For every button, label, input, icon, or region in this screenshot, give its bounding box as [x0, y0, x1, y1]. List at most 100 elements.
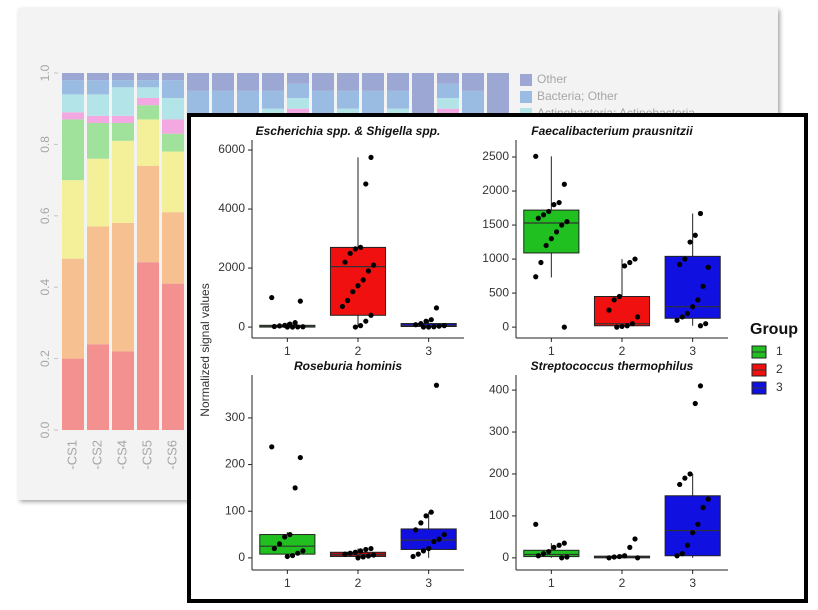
x-tick-label: 2 — [355, 576, 362, 590]
y-axis-label: Normalized signal values — [198, 283, 212, 416]
y-tick-label: 0 — [238, 550, 245, 564]
bar-segment — [62, 73, 84, 81]
data-point — [352, 324, 358, 330]
data-point — [431, 324, 437, 330]
data-point — [289, 552, 296, 559]
y-tick-label: 300 — [225, 410, 245, 424]
bar-segment — [62, 80, 84, 95]
bar-segment — [112, 140, 134, 223]
y-tick-label: 1000 — [482, 251, 509, 265]
data-point — [420, 548, 427, 554]
bar-segment — [462, 73, 484, 91]
bar-segment — [137, 73, 159, 81]
data-point — [533, 274, 539, 280]
bar-segment — [112, 115, 134, 123]
data-point — [551, 202, 557, 208]
data-point — [295, 550, 301, 556]
x-tick-label: 3 — [689, 344, 696, 358]
bar-segment — [387, 73, 409, 91]
data-point — [358, 323, 364, 329]
bar-segment — [162, 80, 184, 98]
x-tick-label: 3 — [425, 576, 432, 590]
data-point — [556, 199, 562, 206]
y-tick-label: 4000 — [218, 201, 245, 215]
y-tick-label: 100 — [225, 503, 245, 517]
data-point — [284, 324, 290, 330]
x-tick-label: 1 — [284, 576, 291, 590]
data-point — [540, 212, 547, 218]
data-point — [697, 383, 704, 389]
data-point — [345, 297, 351, 304]
data-point — [433, 382, 440, 388]
data-point — [352, 246, 358, 252]
data-point — [551, 544, 557, 550]
data-point — [355, 555, 361, 561]
y-tick-label: 1.0 — [38, 64, 52, 81]
bar-segment — [337, 90, 359, 109]
data-point — [561, 540, 567, 546]
data-point — [624, 323, 630, 329]
data-point — [616, 553, 623, 560]
bar-segment — [87, 94, 109, 116]
bar-segment — [87, 115, 109, 123]
data-point — [619, 323, 625, 330]
panel-title: Roseburia hominis — [294, 359, 402, 373]
panel-title: Escherichia spp. & Shigella spp. — [256, 124, 441, 138]
data-point — [418, 520, 424, 526]
data-point — [546, 208, 552, 215]
data-point — [413, 527, 419, 533]
data-point — [674, 317, 680, 323]
data-point — [347, 550, 353, 556]
data-point — [684, 310, 691, 317]
data-point — [540, 551, 547, 557]
bar-segment — [137, 165, 159, 263]
x-tick-label: 2 — [619, 344, 626, 358]
data-point — [368, 545, 374, 552]
data-point — [564, 554, 570, 560]
legend-label: Bacteria; Other — [537, 89, 618, 103]
data-point — [616, 293, 623, 300]
data-point — [358, 244, 364, 251]
y-tick-label: 200 — [489, 466, 509, 480]
data-point — [360, 554, 366, 560]
data-point — [287, 531, 293, 538]
bar-segment — [437, 83, 459, 98]
box — [523, 549, 580, 558]
bar-segment — [137, 80, 159, 88]
y-tick-label: 6000 — [218, 142, 245, 156]
bar-segment — [112, 122, 134, 141]
data-point — [543, 242, 549, 249]
y-tick-label: 0 — [502, 319, 509, 333]
legend-label: 2 — [776, 362, 783, 376]
bar-segment — [162, 151, 184, 213]
data-point — [627, 259, 633, 266]
data-point — [553, 229, 560, 235]
data-point — [682, 475, 688, 481]
data-point — [606, 555, 612, 561]
data-point — [297, 298, 303, 304]
data-point — [674, 553, 680, 559]
data-point — [292, 320, 298, 326]
y-tick-label: 0.6 — [38, 207, 52, 224]
bar-segment — [162, 97, 184, 120]
data-point — [692, 400, 698, 407]
bar-segment — [262, 90, 284, 109]
data-point — [428, 317, 434, 323]
data-point — [342, 551, 348, 557]
data-point — [684, 542, 691, 548]
y-tick-label: 0.0 — [38, 421, 52, 438]
bar-segment — [137, 97, 159, 106]
bar-segment — [87, 158, 109, 227]
legend-label: Other — [537, 72, 567, 86]
x-tick-label: 3 — [689, 576, 696, 590]
y-tick-label: 0.8 — [38, 136, 52, 153]
bar-segment — [112, 351, 134, 430]
data-point — [269, 444, 275, 450]
data-point — [363, 318, 369, 324]
data-point — [436, 323, 442, 329]
bar-segment — [312, 73, 334, 91]
bar-segment — [112, 73, 134, 81]
data-point — [415, 551, 421, 557]
box — [329, 246, 387, 316]
